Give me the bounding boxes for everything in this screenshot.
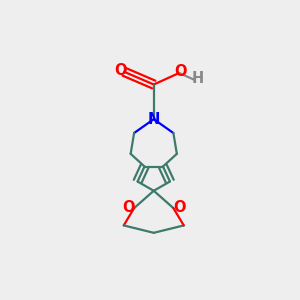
Text: H: H	[191, 71, 204, 86]
Text: O: O	[114, 63, 126, 78]
Text: N: N	[148, 112, 160, 127]
Text: O: O	[174, 64, 187, 79]
Text: O: O	[173, 200, 185, 215]
Text: O: O	[122, 200, 135, 215]
